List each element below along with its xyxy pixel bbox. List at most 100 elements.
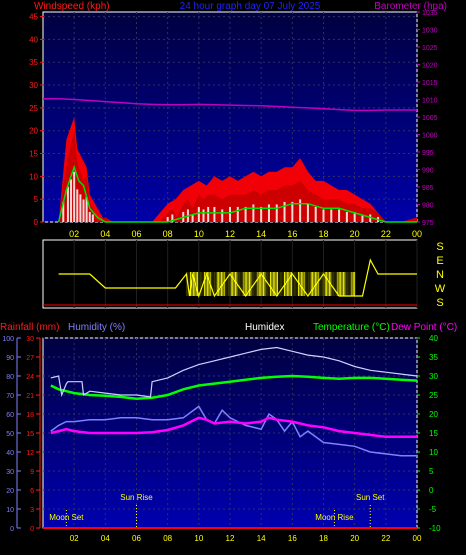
- direction-tick-label: S: [436, 241, 443, 253]
- baro-y-tick-label: 985: [422, 185, 434, 192]
- rainfall-y-tick-label: 18: [26, 412, 34, 419]
- wind-x-tick-label: 08: [163, 229, 173, 239]
- wind-y-tick-label: 30: [29, 81, 38, 90]
- annotation-label: Moon Rise: [315, 513, 354, 522]
- temperature-x-tick-label: 06: [132, 534, 141, 543]
- wind-x-tick-label: 06: [131, 229, 141, 239]
- windspeed-bar: [166, 216, 169, 222]
- temperature-y-tick-label: 40: [429, 334, 438, 343]
- gust-area: [58, 117, 417, 222]
- baro-y-tick-label: 1000: [422, 133, 438, 140]
- temperature-x-tick-label: 08: [163, 534, 172, 543]
- windspeed-bar: [76, 189, 79, 222]
- temperature-y-tick-label: 10: [429, 448, 438, 457]
- temperature-y-tick-label: 25: [429, 391, 438, 400]
- dewpoint-line: [50, 416, 417, 439]
- windspeed-bar: [330, 209, 333, 222]
- wind-y-tick-label: 35: [29, 58, 38, 67]
- baro-y-tick-label: 1005: [422, 115, 438, 122]
- windspeed-bar: [236, 206, 239, 222]
- rainfall-y-tick-label: 27: [26, 355, 34, 362]
- direction-line: [58, 258, 417, 298]
- temperature-x-tick-label: 22: [381, 534, 390, 543]
- humidity-axis-title: Humidity (%): [68, 322, 125, 333]
- windspeed-bar: [213, 206, 216, 222]
- humidex-legend: Humidex: [245, 322, 284, 333]
- temperature-y-tick-label: 0: [429, 486, 434, 495]
- direction-oscillation: [185, 272, 356, 296]
- temperature-y-tick-label: 20: [429, 410, 438, 419]
- windspeed-bar: [207, 206, 210, 222]
- baro-y-tick-label: 1025: [422, 45, 438, 52]
- wind-y-tick-label: 20: [29, 127, 38, 136]
- wind-series: [43, 98, 417, 223]
- wind-x-tick-label: 02: [69, 229, 79, 239]
- baro-y-tick-label: 995: [422, 150, 434, 157]
- windspeed-bar: [229, 206, 231, 222]
- humidity-y-tick-label: 30: [6, 469, 14, 476]
- direction-tick-label: S: [436, 297, 443, 309]
- windspeed-bar: [88, 211, 91, 222]
- temperature-x-axis: 02 04 06 08 10 12 14 16 18 20 22 00: [70, 534, 422, 543]
- temperature-y-tick-label: 5: [429, 467, 434, 476]
- wind-x-tick-label: 10: [194, 229, 204, 239]
- rainfall-axis-title: Rainfall (mm): [0, 322, 59, 333]
- humidity-y-tick-label: 0: [10, 526, 14, 533]
- temperature-line: [50, 374, 418, 401]
- windspeed-bar: [283, 201, 286, 222]
- windspeed-bar: [306, 204, 309, 222]
- baro-y-tick-label: 1015: [422, 80, 438, 87]
- rainfall-y-tick-label: 6: [30, 488, 34, 495]
- wind-x-tick-label: 04: [100, 229, 110, 239]
- windspeed-bar: [322, 209, 325, 222]
- baro-y-axis: 975 980 985 990 995 1000 1005 1010 1015 1020 1025 1…: [417, 10, 438, 227]
- rainfall-y-tick-label: 3: [30, 507, 34, 514]
- baro-y-tick-label: 980: [422, 203, 434, 210]
- humidity-y-tick-label: 40: [6, 450, 14, 457]
- temperature-x-tick-label: 20: [350, 534, 359, 543]
- astro-annotations: Sun Rise Moon Set Sun Set Moon Rise: [49, 493, 385, 528]
- wind-x-tick-label: 20: [350, 229, 360, 239]
- rainfall-y-tick-label: 30: [26, 336, 34, 343]
- direction-tick-label: N: [436, 269, 444, 281]
- wind-x-tick-label: 18: [318, 229, 328, 239]
- temperature-y-axis: -10 -5 0 5 10 15 20 25 30 35 40: [417, 334, 441, 533]
- rainfall-y-tick-label: 9: [30, 469, 34, 476]
- rainfall-y-tick-label: 15: [26, 431, 34, 438]
- humidity-y-tick-label: 100: [2, 336, 14, 343]
- direction-tick-label: E: [436, 255, 443, 267]
- windspeed-bar: [197, 206, 200, 222]
- temperature-x-tick-label: 12: [226, 534, 235, 543]
- wind-y-tick-label: 5: [34, 195, 39, 204]
- barometer-line: [43, 98, 417, 112]
- annotation-label: Sun Rise: [120, 493, 153, 502]
- annotation-label: Moon Set: [49, 513, 84, 522]
- wind-x-tick-label: 14: [256, 229, 266, 239]
- annotation-label: Sun Set: [356, 493, 385, 502]
- windspeed-bar: [85, 196, 88, 222]
- windspeed-bar: [202, 209, 205, 222]
- temperature-x-tick-label: 10: [194, 534, 203, 543]
- windspeed-bar: [244, 206, 247, 222]
- temperature-x-tick-label: 04: [101, 534, 110, 543]
- wind-y-tick-label: 0: [34, 218, 39, 227]
- wind-y-tick-label: 25: [29, 104, 38, 113]
- wind-x-tick-label: 00: [412, 229, 422, 239]
- temperature-x-tick-label: 00: [413, 534, 422, 543]
- windspeed-bar: [338, 209, 341, 222]
- temperature-x-tick-label: 14: [257, 534, 266, 543]
- wind-x-tick-label: 16: [287, 229, 297, 239]
- wind-x-tick-label: 22: [381, 229, 391, 239]
- temperature-y-tick-label: 30: [429, 372, 438, 381]
- dewpoint-legend: Dew Point (°C): [391, 322, 457, 333]
- temperature-x-tick-label: 18: [319, 534, 328, 543]
- rainfall-y-tick-label: 24: [26, 374, 34, 381]
- windspeed-bar: [314, 206, 317, 222]
- graph-title: 24 hour graph day 07 July 2025: [180, 1, 321, 12]
- windspeed-bar: [171, 214, 174, 222]
- windspeed-bar: [299, 199, 302, 222]
- windspeed-bar: [91, 214, 94, 222]
- baro-y-tick-label: 975: [422, 220, 434, 227]
- windspeed-bar: [221, 209, 224, 222]
